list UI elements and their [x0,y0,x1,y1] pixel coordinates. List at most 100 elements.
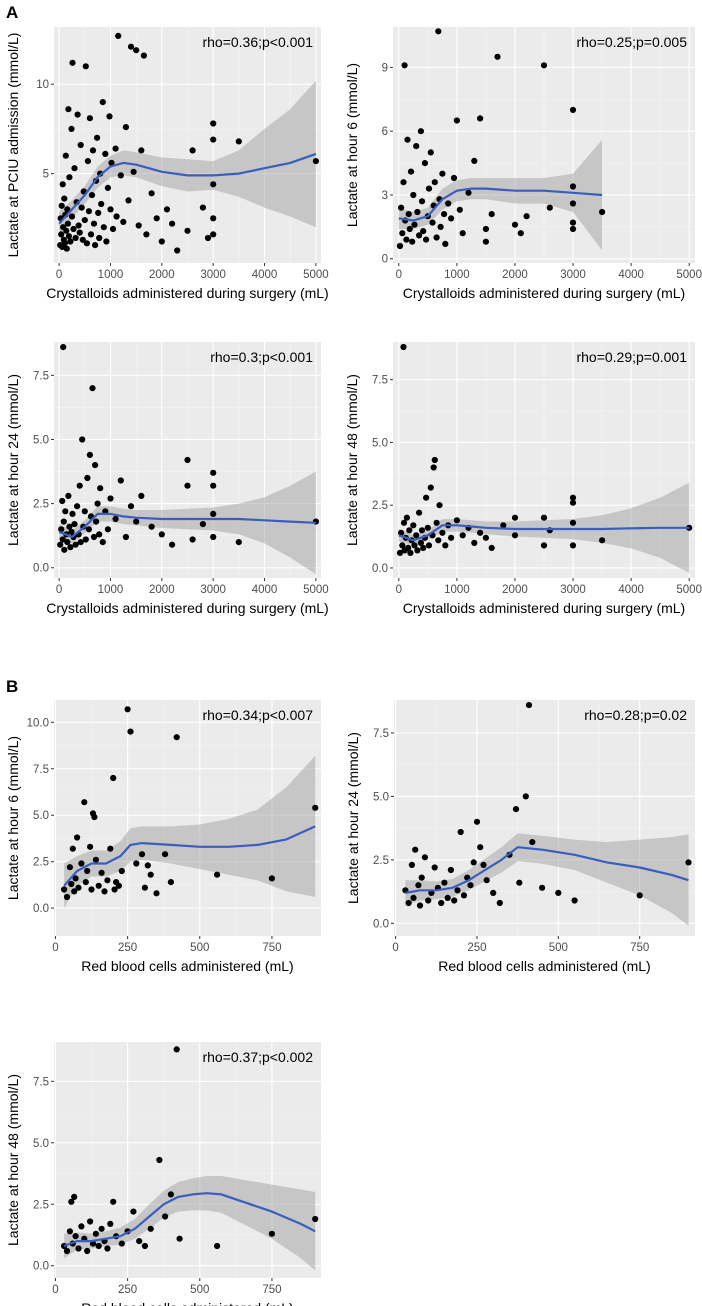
data-point [407,549,414,557]
data-point [64,539,71,546]
data-point [59,536,66,543]
data-point [130,1208,137,1215]
data-point [93,518,100,525]
y-tick-label: 2.5 [373,855,389,867]
data-point [454,887,461,894]
plot-a3: 0 1000 2000 3000 4000 5000 0.0 2.5 5.0 7.5 rho=0.3… [5,342,329,616]
data-point [57,541,64,548]
plot-a4: 0 1000 2000 3000 4000 5000 0.0 2.5 5.0 7.5 rho=0.2… [344,342,702,616]
data-point [136,1238,143,1245]
data-point [79,236,86,243]
data-point [480,861,487,869]
data-point [66,1228,73,1235]
data-point [141,884,148,891]
data-point [423,236,430,243]
data-point [98,200,105,208]
data-point [184,227,191,234]
data-point [92,242,99,249]
data-point [167,879,174,886]
data-point [569,183,577,190]
data-point [405,899,412,907]
x-axis-title: Red blood cells administered (mL) [438,958,650,974]
data-point [66,174,73,181]
x-tick-label: 750 [262,942,281,954]
x-tick-label: 0 [52,942,58,954]
data-point [75,884,82,891]
data-point [127,728,134,735]
data-point [490,889,497,897]
data-point [68,880,75,888]
data-point [459,230,466,237]
stat-label: rho=0.3;p<0.001 [210,349,313,365]
data-point [410,522,417,529]
data-point [71,888,78,895]
data-point [210,510,217,517]
data-point [148,523,155,530]
data-point [82,63,89,70]
y-tick-label: 7.5 [33,1076,49,1088]
data-point [569,542,577,549]
data-point [406,527,413,534]
x-tick-label: 0 [392,942,398,954]
data-point [89,147,97,154]
data-point [408,861,415,869]
data-point [483,877,490,884]
data-point [421,854,428,861]
y-tick-label: 7.5 [33,764,49,776]
data-point [68,1198,75,1205]
data-point [59,497,66,505]
data-point [59,181,66,188]
data-point [189,147,196,154]
data-point [118,867,125,875]
data-point [414,208,421,216]
data-point [456,206,463,213]
data-point [122,124,129,131]
data-point [133,47,140,54]
section-b-label: B [6,677,18,696]
data-point [410,191,417,199]
data-point [107,1220,114,1227]
data-point [88,886,95,893]
data-point [442,542,449,549]
data-point [85,526,92,533]
data-point [66,523,73,530]
data-point [396,549,404,557]
data-point [104,184,111,191]
stat-label: rho=0.36;p<0.001 [202,34,313,50]
data-point [127,43,135,50]
smooth-line [58,512,316,539]
data-point [569,219,577,226]
data-point [540,542,548,549]
data-point [106,113,113,120]
data-point [569,519,577,526]
data-point [148,190,155,197]
data-point [76,482,83,489]
data-point [61,195,68,202]
data-point [62,508,69,515]
y-tick-label: 0 [382,254,388,266]
x-axis-title: Red blood cells administered (mL) [81,1300,293,1306]
data-point [65,233,72,240]
data-point [448,215,455,222]
data-point [473,818,481,825]
data-point [488,211,495,218]
data-point [398,529,405,536]
y-tick-label: 5 [43,169,49,181]
data-point [133,518,140,525]
data-point [425,185,433,192]
data-point [87,231,95,238]
y-tick-label: 2.5 [33,1199,49,1211]
data-point [95,209,102,216]
data-point [72,875,79,882]
data-point [447,866,454,874]
data-point [92,1230,99,1237]
data-point [442,240,449,247]
x-tick-label: 750 [262,1284,281,1296]
smooth-line [58,152,317,225]
data-point [158,238,165,245]
data-point [418,874,425,881]
data-point [439,170,446,177]
y-tick-label: 2.5 [372,500,388,512]
data-point [65,106,72,113]
data-point [84,158,91,165]
